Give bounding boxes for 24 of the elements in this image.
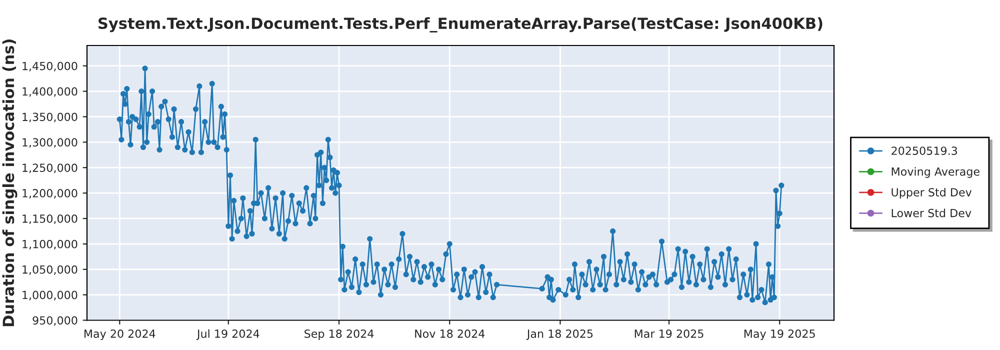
- legend-label: Lower Std Dev: [892, 208, 972, 218]
- y-tick-label: 950,000: [32, 316, 78, 326]
- x-tick-label: Sep 18 2024: [304, 329, 374, 340]
- y-tick-label: 1,000,000: [22, 290, 78, 300]
- y-tick-label: 1,100,000: [22, 240, 78, 250]
- legend-label: Moving Average: [892, 167, 980, 178]
- y-tick-label: 1,450,000: [22, 62, 78, 72]
- legend-label: Upper Std Dev: [892, 188, 972, 199]
- legend-label: 20250519.3: [892, 146, 958, 155]
- y-tick-label: 1,300,000: [22, 138, 78, 148]
- y-tick-label: 1,050,000: [22, 265, 78, 275]
- y-tick-label: 1,250,000: [22, 164, 78, 174]
- x-tick-label: Jan 18 2025: [526, 329, 593, 340]
- x-tick-label: May 20 2024: [84, 329, 156, 340]
- x-tick-label: Nov 18 2024: [415, 329, 485, 338]
- y-tick-label: 1,350,000: [22, 112, 78, 122]
- y-tick-label: 1,150,000: [22, 214, 78, 224]
- y-tick-label: 1,400,000: [22, 87, 78, 97]
- chart-title: System.Text.Json.Document.Tests.Perf_EnumerateArray.Parse(TestCase: Json400KB): [98, 17, 822, 32]
- x-tick-label: Jul 19 2024: [196, 329, 260, 340]
- y-tick-label: 1,200,000: [22, 189, 78, 199]
- x-tick-label: May 19 2025: [744, 329, 815, 340]
- y-axis-title: Duration of single invocation (ns): [2, 40, 18, 326]
- x-tick-label: Mar 19 2025: [634, 329, 704, 338]
